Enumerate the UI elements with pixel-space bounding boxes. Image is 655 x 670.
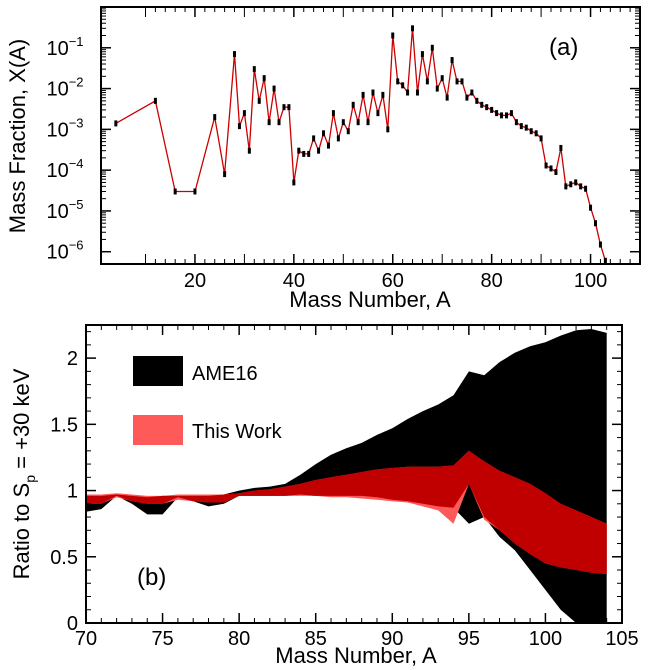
x-tick-label: 100: [529, 628, 562, 650]
y-tick-label: 0: [67, 613, 78, 635]
y-tick-label: 10−2: [46, 75, 83, 101]
panel-b-y-axis-label-tail: = +30 keV: [9, 368, 34, 475]
panel-b-ratio: 70 75 80 85 90 95 100 105 0 0.5 1 1.5 2 AME16 This W…: [9, 324, 639, 668]
panel-a-plot-area: [114, 25, 607, 264]
x-tick-label: 100: [574, 270, 607, 292]
x-tick-label: 80: [481, 270, 503, 292]
panel-a-y-axis-label: Mass Fraction, X(A): [5, 39, 30, 233]
panel-b-series: [86, 329, 607, 623]
x-tick-label: 75: [151, 628, 173, 650]
panel-b-ticks: 70 75 80 85 90 95 100 105 0 0.5 1 1.5 2: [50, 325, 639, 650]
y-tick-label: 1.5: [50, 414, 78, 436]
legend-swatch-ame16: [133, 356, 183, 386]
y-tick-label: 0.5: [50, 547, 78, 569]
x-tick-label: 60: [382, 270, 404, 292]
panel-a-x-axis-label: Mass Number, A: [289, 287, 451, 312]
panel-b-plot-area: [86, 329, 607, 623]
panel-a-series: [114, 25, 607, 264]
panel-b-y-axis-label: Ratio to Sp = +30 keV: [9, 368, 38, 579]
y-tick-label: 10−5: [46, 197, 83, 223]
x-tick-label: 70: [75, 628, 97, 650]
x-tick-label: 105: [605, 628, 638, 650]
legend: AME16 This Work: [133, 356, 283, 445]
y-tick-label: 10−3: [46, 115, 83, 141]
x-tick-label: 95: [458, 628, 480, 650]
panel-b-label: (b): [137, 564, 166, 591]
x-tick-label: 40: [283, 270, 305, 292]
y-tick-label: 10−6: [46, 238, 83, 264]
panel-b-frame: [85, 324, 623, 624]
band-overlap: [86, 450, 607, 574]
panel-a-label: (a): [549, 34, 578, 61]
x-tick-label: 85: [305, 628, 327, 650]
series-line: [115, 28, 607, 261]
y-tick-label: 2: [67, 348, 78, 370]
x-tick-label: 20: [184, 270, 206, 292]
panel-b-y-axis-label-main: Ratio to S: [9, 483, 34, 580]
x-tick-label: 80: [228, 628, 250, 650]
legend-label-ame16: AME16: [192, 363, 258, 385]
panel-b-x-axis-label: Mass Number, A: [275, 643, 437, 668]
legend-label-this-work: This Work: [192, 421, 283, 443]
panel-a-ticks: 20 40 60 80 100 10−6 10−5 10−4 10−3 10−2 10−1: [46, 7, 641, 292]
legend-swatch-this-work: [133, 415, 183, 445]
y-tick-label: 10−1: [46, 34, 83, 60]
y-tick-label: 1: [67, 481, 78, 503]
y-tick-label: 10−4: [46, 156, 83, 182]
x-tick-label: 90: [381, 628, 403, 650]
panel-b-y-axis-label-sub: p: [22, 475, 38, 483]
